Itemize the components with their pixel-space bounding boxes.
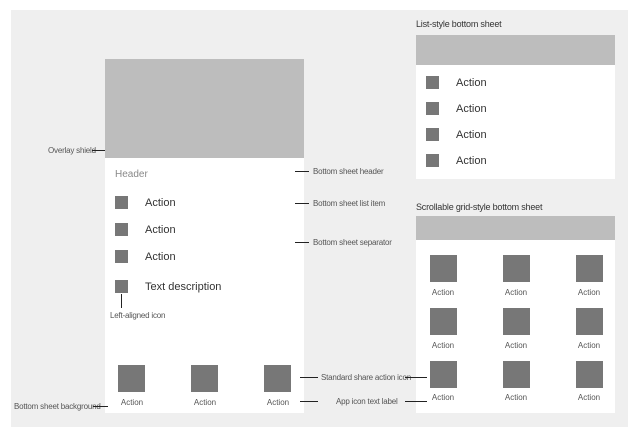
callout-leader-line: [295, 203, 309, 204]
sheet-header: Header: [115, 169, 148, 180]
share-action-icon[interactable]: [264, 365, 291, 392]
callout-bottom-sheet-separator: Bottom sheet separator: [313, 238, 392, 247]
grid-action-label: Action: [577, 393, 601, 402]
share-action-icon[interactable]: [118, 365, 145, 392]
list-item-label[interactable]: Action: [456, 155, 487, 167]
list-item-icon: [115, 196, 128, 209]
grid-action-icon[interactable]: [503, 308, 530, 335]
list-item-icon: [115, 250, 128, 263]
left-aligned-icon: [115, 280, 128, 293]
callout-leader-line: [121, 294, 122, 308]
list-item-label[interactable]: Action: [145, 224, 176, 236]
callout-app-icon-text-label: App icon text label: [336, 397, 398, 406]
list-item-label[interactable]: Action: [145, 251, 176, 263]
list-item-label[interactable]: Action: [456, 129, 487, 141]
callout-leader-line: [295, 242, 309, 243]
list-item-icon: [426, 128, 439, 141]
callout-leader-line: [92, 150, 105, 151]
grid-action-label: Action: [577, 288, 601, 297]
list-item-icon: [426, 154, 439, 167]
grid-action-label: Action: [504, 341, 528, 350]
grid-action-label: Action: [504, 393, 528, 402]
callout-leader-line: [295, 171, 309, 172]
callout-standard-share-action-icon: Standard share action icon: [321, 373, 411, 382]
list-sheet-title: List-style bottom sheet: [416, 19, 502, 29]
callout-leader-line: [405, 401, 427, 402]
list-item-icon: [426, 102, 439, 115]
overlay-shield: [105, 59, 304, 158]
grid-action-icon[interactable]: [430, 308, 457, 335]
grid-action-icon[interactable]: [576, 361, 603, 388]
list-item-label[interactable]: Action: [456, 103, 487, 115]
grid-action-icon[interactable]: [576, 308, 603, 335]
grid-action-icon[interactable]: [503, 361, 530, 388]
grid-action-icon[interactable]: [576, 255, 603, 282]
callout-bottom-sheet-header: Bottom sheet header: [313, 167, 384, 176]
list-item-icon: [426, 76, 439, 89]
text-description-label[interactable]: Text description: [145, 281, 222, 293]
callout-left-aligned-icon: Left-aligned icon: [110, 311, 166, 320]
share-action-icon[interactable]: [191, 365, 218, 392]
callout-bottom-sheet-list-item: Bottom sheet list item: [313, 199, 386, 208]
share-action-label: Action: [266, 398, 290, 407]
callout-overlay-shield: Overlay shield: [48, 146, 96, 155]
grid-action-label: Action: [431, 288, 455, 297]
share-action-label: Action: [120, 398, 144, 407]
callout-leader-line: [405, 377, 427, 378]
share-action-label: Action: [193, 398, 217, 407]
grid-action-label: Action: [504, 288, 528, 297]
grid-action-icon[interactable]: [430, 361, 457, 388]
list-item-label[interactable]: Action: [456, 77, 487, 89]
grid-action-icon[interactable]: [430, 255, 457, 282]
list-sheet-overlay: [416, 35, 615, 65]
grid-action-icon[interactable]: [503, 255, 530, 282]
grid-action-label: Action: [431, 341, 455, 350]
list-item-label[interactable]: Action: [145, 197, 176, 209]
callout-leader-line: [300, 401, 318, 402]
grid-action-label: Action: [577, 341, 601, 350]
grid-action-label: Action: [431, 393, 455, 402]
grid-sheet-title: Scrollable grid-style bottom sheet: [416, 202, 543, 212]
callout-leader-line: [93, 406, 108, 407]
callout-leader-line: [300, 377, 318, 378]
callout-bottom-sheet-background: Bottom sheet background: [14, 402, 101, 411]
grid-sheet-overlay: [416, 216, 615, 240]
list-item-icon: [115, 223, 128, 236]
